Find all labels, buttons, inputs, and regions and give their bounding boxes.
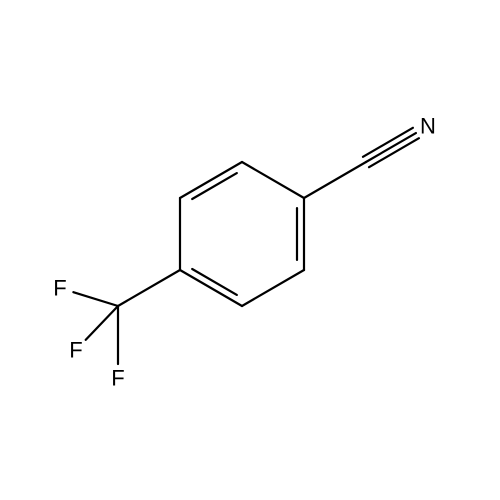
- bond-line: [180, 270, 242, 306]
- bond-line: [242, 270, 304, 306]
- atom-label-f: F: [69, 338, 82, 363]
- bond-line: [86, 306, 118, 340]
- bond-line: [118, 270, 180, 306]
- bond-line: [304, 162, 366, 198]
- atom-label-f: F: [111, 366, 124, 391]
- bond-line: [242, 162, 304, 198]
- bond-line: [369, 138, 419, 167]
- bond-line: [366, 133, 416, 162]
- bond-line: [363, 128, 413, 157]
- atom-label-n: N: [420, 114, 436, 139]
- molecule-diagram: N F F F: [0, 0, 500, 500]
- atom-label-f: F: [53, 276, 66, 301]
- bond-line: [180, 162, 242, 198]
- bond-line: [73, 292, 118, 306]
